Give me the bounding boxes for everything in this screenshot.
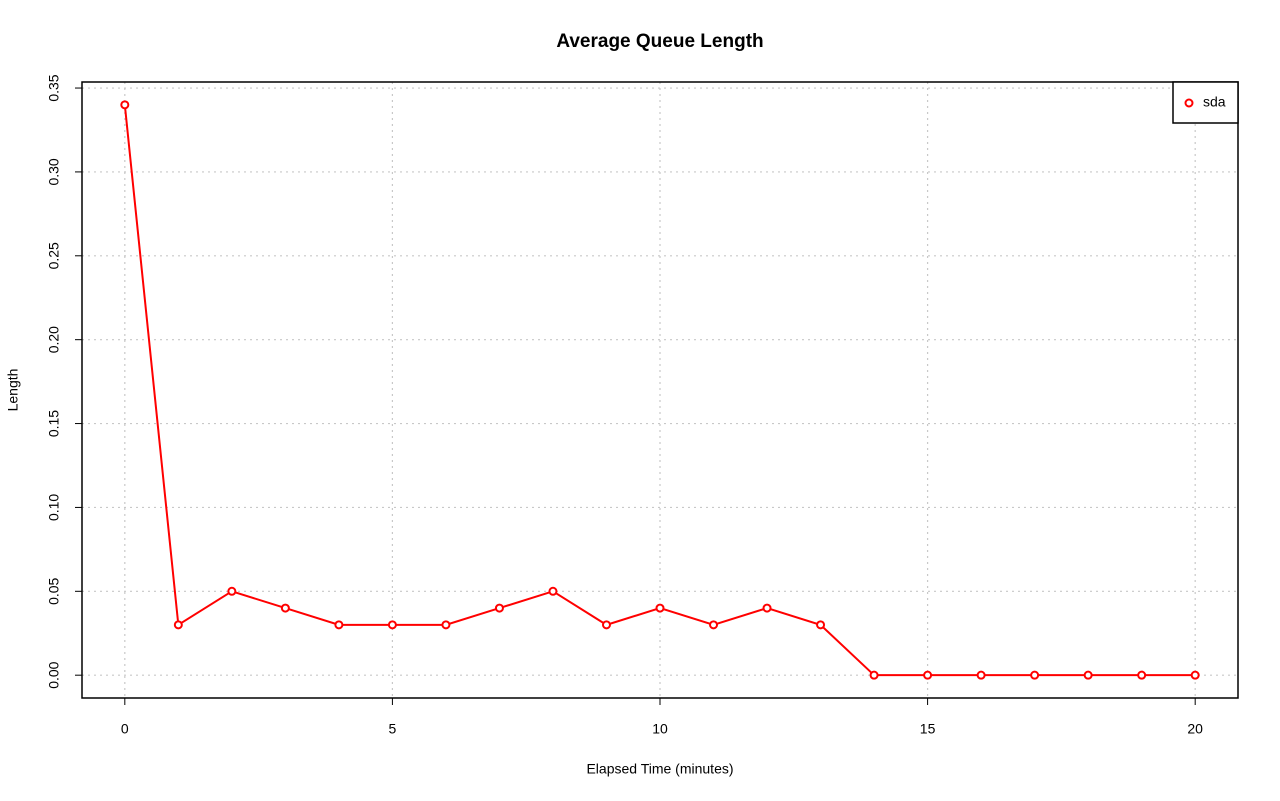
legend-marker: [1184, 98, 1194, 108]
x-axis-label: Elapsed Time (minutes): [586, 761, 733, 777]
x-tick-label: 0: [121, 721, 129, 737]
data-point: [601, 620, 611, 630]
data-point: [387, 620, 397, 630]
chart-title: Average Queue Length: [556, 31, 763, 52]
data-point: [548, 586, 558, 596]
data-point: [1030, 670, 1040, 680]
data-point: [120, 100, 130, 110]
data-point: [494, 603, 504, 613]
data-point: [709, 620, 719, 630]
data-point: [816, 620, 826, 630]
data-point: [869, 670, 879, 680]
y-tick-label: 0.10: [46, 494, 62, 521]
y-tick-label: 0.05: [46, 577, 62, 604]
data-point: [1083, 670, 1093, 680]
y-tick-label: 0.25: [46, 242, 62, 269]
data-point: [280, 603, 290, 613]
data-point: [762, 603, 772, 613]
y-tick-label: 0.30: [46, 158, 62, 185]
legend-label: sda: [1203, 94, 1226, 110]
data-point: [923, 670, 933, 680]
y-tick-label: 0.20: [46, 326, 62, 353]
legend-box: [1172, 81, 1239, 124]
data-point: [334, 620, 344, 630]
data-point: [655, 603, 665, 613]
data-point: [173, 620, 183, 630]
x-tick-label: 5: [389, 721, 397, 737]
y-tick-label: 0.00: [46, 661, 62, 688]
x-tick-label: 20: [1187, 721, 1203, 737]
plot-frame: [81, 81, 1239, 699]
x-tick-label: 10: [652, 721, 668, 737]
data-point: [1137, 670, 1147, 680]
data-point: [441, 620, 451, 630]
data-point: [227, 586, 237, 596]
y-tick-label: 0.15: [46, 410, 62, 437]
y-tick-label: 0.35: [46, 74, 62, 101]
data-point: [1190, 670, 1200, 680]
x-tick-label: 15: [920, 721, 936, 737]
y-axis-label: Length: [5, 369, 21, 412]
data-point: [976, 670, 986, 680]
